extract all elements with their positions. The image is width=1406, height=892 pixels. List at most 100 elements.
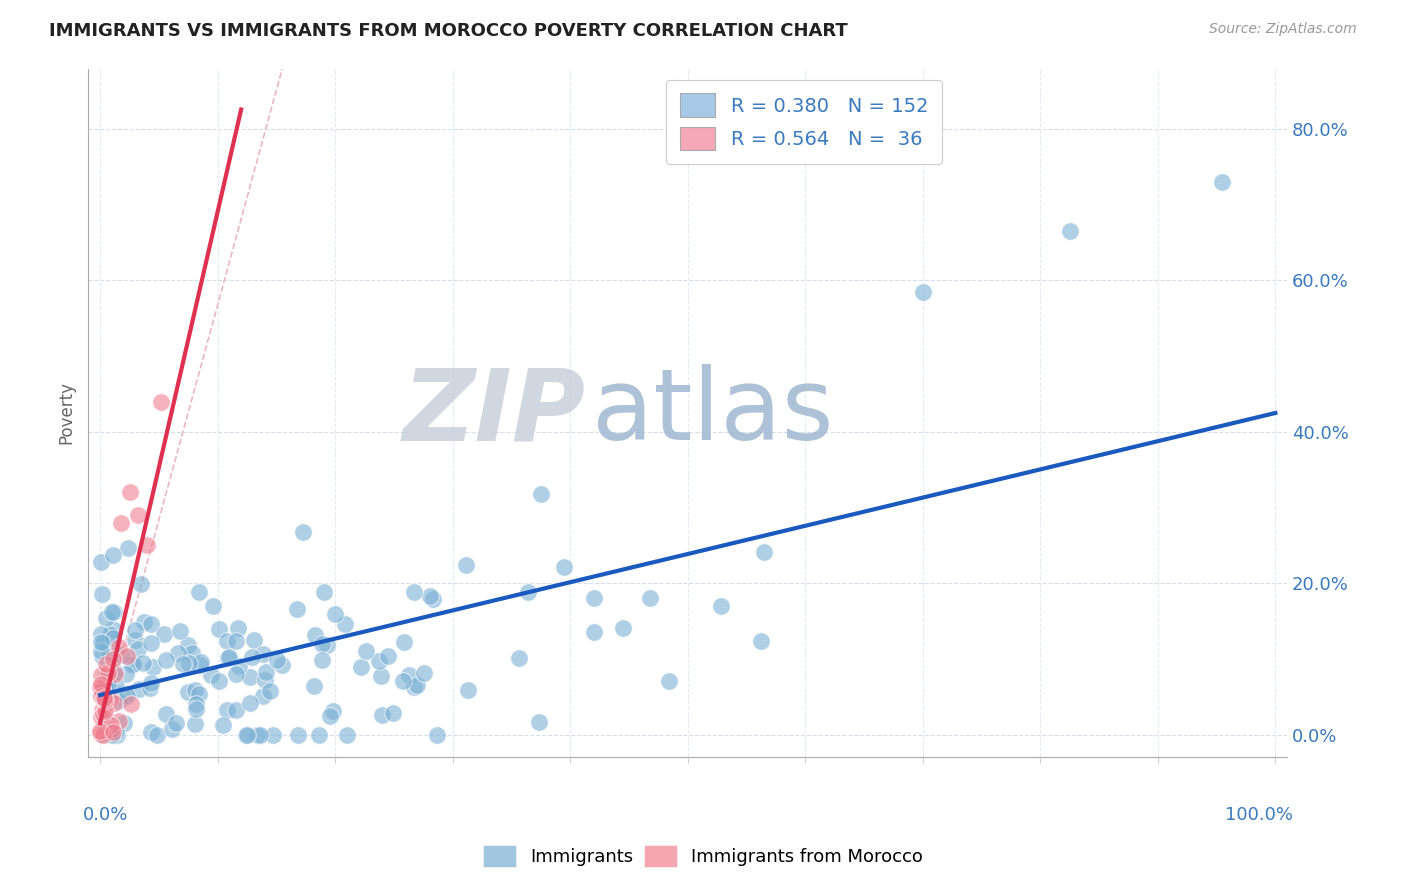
Point bbox=[115, 687, 138, 701]
Point bbox=[252, 647, 274, 661]
Point bbox=[101, 622, 124, 636]
Y-axis label: Poverty: Poverty bbox=[58, 382, 75, 444]
Point bbox=[112, 715, 135, 730]
Point bbox=[165, 716, 187, 731]
Point bbox=[127, 642, 149, 657]
Point bbox=[90, 643, 112, 657]
Point bbox=[101, 723, 124, 737]
Point bbox=[218, 649, 240, 664]
Point bbox=[243, 632, 266, 647]
Text: 100.0%: 100.0% bbox=[1225, 805, 1294, 823]
Point bbox=[321, 704, 343, 718]
Point bbox=[398, 668, 420, 682]
Point bbox=[90, 710, 112, 724]
Point bbox=[710, 599, 733, 613]
Point bbox=[315, 638, 337, 652]
Point bbox=[94, 657, 117, 672]
Point bbox=[103, 652, 125, 666]
Point bbox=[89, 680, 111, 694]
Point bbox=[155, 707, 177, 722]
Point bbox=[184, 717, 207, 731]
Point bbox=[311, 653, 333, 667]
Point bbox=[402, 585, 425, 599]
Point bbox=[167, 646, 190, 660]
Point bbox=[239, 696, 262, 710]
Point bbox=[640, 591, 662, 605]
Point bbox=[235, 728, 257, 742]
Point bbox=[105, 725, 128, 739]
Point bbox=[94, 680, 117, 694]
Point bbox=[454, 558, 477, 572]
Point bbox=[128, 681, 150, 696]
Point bbox=[111, 648, 134, 663]
Point bbox=[208, 622, 231, 636]
Point bbox=[527, 714, 550, 729]
Point bbox=[91, 649, 114, 664]
Point bbox=[350, 660, 373, 674]
Point bbox=[225, 633, 247, 648]
Point bbox=[89, 726, 111, 740]
Point bbox=[90, 726, 112, 740]
Point bbox=[142, 660, 165, 674]
Text: atlas: atlas bbox=[592, 365, 834, 461]
Point bbox=[124, 624, 146, 638]
Point bbox=[155, 653, 177, 667]
Point bbox=[367, 654, 389, 668]
Point bbox=[370, 669, 392, 683]
Point bbox=[553, 559, 575, 574]
Point bbox=[120, 698, 142, 712]
Point bbox=[377, 649, 399, 664]
Point bbox=[100, 728, 122, 742]
Point bbox=[97, 645, 120, 659]
Point bbox=[249, 728, 271, 742]
Point bbox=[254, 673, 277, 687]
Point bbox=[177, 684, 200, 698]
Point bbox=[239, 670, 262, 684]
Point bbox=[124, 632, 146, 647]
Point bbox=[612, 622, 634, 636]
Legend: R = 0.380   N = 152, R = 0.564   N =  36: R = 0.380 N = 152, R = 0.564 N = 36 bbox=[666, 79, 942, 164]
Point bbox=[263, 728, 285, 742]
Point bbox=[202, 599, 225, 613]
Point bbox=[108, 640, 131, 654]
Point bbox=[107, 714, 129, 729]
Point bbox=[97, 673, 120, 687]
Point bbox=[323, 607, 346, 621]
Point bbox=[200, 667, 222, 681]
Point bbox=[751, 633, 773, 648]
Point bbox=[91, 706, 114, 721]
Point bbox=[97, 665, 120, 680]
Point bbox=[107, 694, 129, 708]
Point bbox=[91, 728, 114, 742]
Point bbox=[583, 624, 606, 639]
Point bbox=[228, 659, 250, 673]
Point bbox=[90, 677, 112, 691]
Point bbox=[94, 704, 117, 718]
Point bbox=[93, 690, 115, 705]
Point bbox=[226, 621, 249, 635]
Point bbox=[180, 646, 202, 660]
Point bbox=[312, 584, 335, 599]
Point bbox=[285, 602, 308, 616]
Point bbox=[101, 725, 124, 739]
Point bbox=[90, 683, 112, 698]
Point bbox=[190, 655, 212, 669]
Point bbox=[101, 632, 124, 646]
Point bbox=[98, 627, 121, 641]
Point bbox=[100, 718, 122, 732]
Point bbox=[94, 714, 117, 728]
Point bbox=[215, 634, 238, 648]
Point bbox=[117, 541, 139, 556]
Point bbox=[236, 728, 259, 742]
Point bbox=[184, 683, 207, 698]
Point bbox=[169, 624, 191, 639]
Point bbox=[91, 681, 114, 695]
Point bbox=[107, 728, 129, 742]
Point bbox=[94, 611, 117, 625]
Point bbox=[225, 703, 247, 717]
Point bbox=[371, 708, 394, 723]
Point bbox=[304, 680, 326, 694]
Point bbox=[103, 605, 125, 619]
Point bbox=[311, 637, 333, 651]
Point bbox=[287, 728, 309, 742]
